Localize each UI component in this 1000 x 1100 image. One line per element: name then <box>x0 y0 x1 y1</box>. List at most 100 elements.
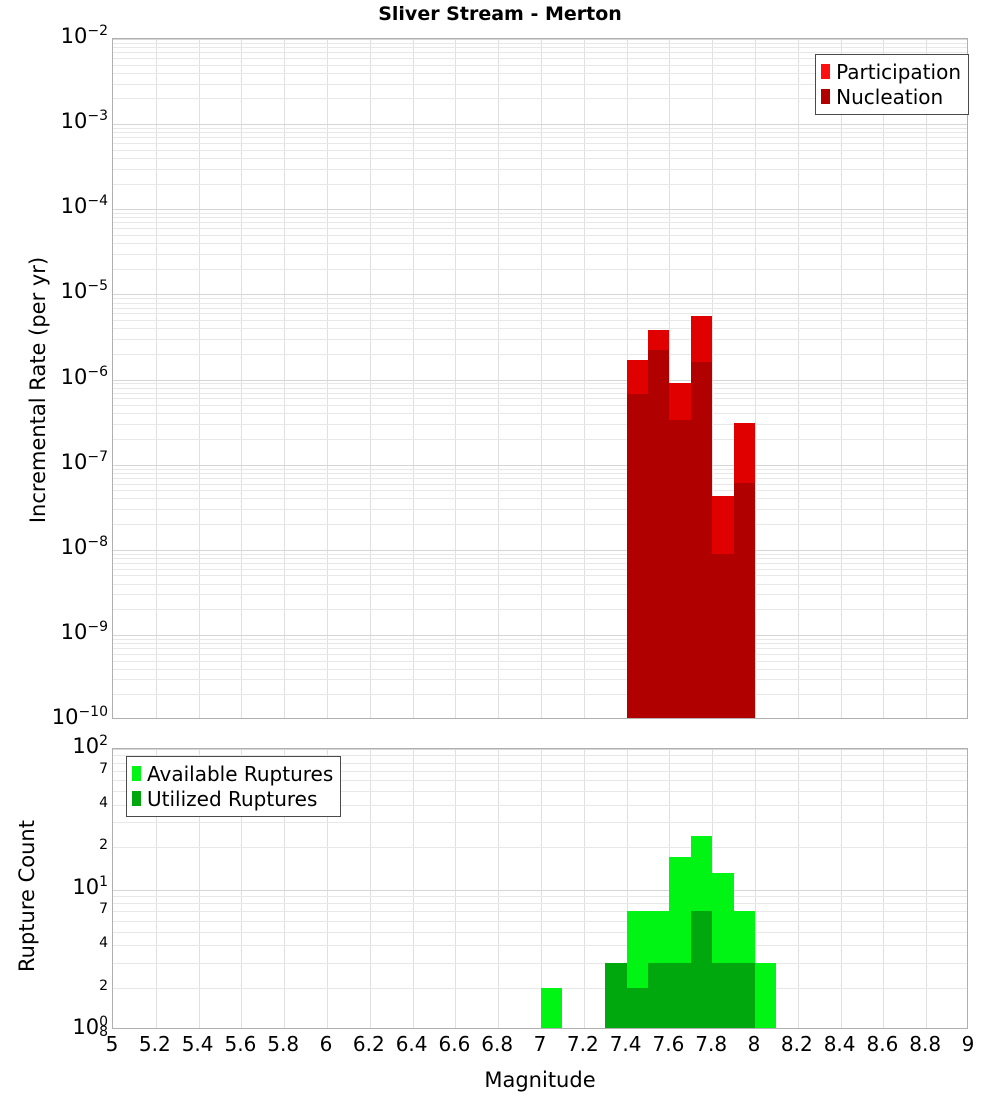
gridline-horizontal <box>113 222 967 224</box>
gridline-horizontal <box>113 132 967 134</box>
bar-nucleation <box>648 350 670 718</box>
grid-bottom <box>113 749 967 1028</box>
gridline-horizontal <box>113 424 967 425</box>
y-tick-label-top: 10−8 <box>60 533 108 559</box>
gridline-horizontal <box>113 483 967 485</box>
gridline-horizontal <box>113 302 967 304</box>
gridline-horizontal <box>113 383 967 385</box>
gridline-horizontal <box>113 143 967 144</box>
gridline-horizontal <box>113 124 967 126</box>
gridline-horizontal <box>113 490 967 492</box>
gridline-vertical <box>583 749 585 1028</box>
gridline-horizontal <box>113 243 967 245</box>
gridline-vertical <box>669 39 671 718</box>
gridline-vertical <box>712 39 714 718</box>
gridline-vertical <box>883 749 885 1028</box>
gridline-vertical <box>755 39 756 718</box>
gridline-horizontal <box>113 562 967 564</box>
x-tick-label: 5.4 <box>181 1032 214 1056</box>
y-tick-label-top: 10−9 <box>60 618 108 644</box>
gridline-horizontal <box>113 468 967 470</box>
gridline-vertical <box>155 749 157 1028</box>
gridline-horizontal <box>113 328 967 330</box>
x-tick-label: 5.6 <box>224 1032 257 1056</box>
gridline-horizontal <box>113 209 967 211</box>
x-tick-label: 7.8 <box>695 1032 728 1056</box>
gridline-horizontal <box>113 557 967 559</box>
gridline-vertical <box>626 749 628 1028</box>
gridline-vertical <box>840 749 842 1028</box>
y-tick-label-top: 10−3 <box>60 108 108 134</box>
y-tick-label-top: 10−6 <box>60 363 108 389</box>
gridline-horizontal <box>113 52 967 54</box>
y-tick-label-top: 10−7 <box>60 448 108 474</box>
gridline-horizontal <box>113 137 967 139</box>
x-tick-label: 7.6 <box>652 1032 685 1056</box>
bar-nucleation <box>669 420 691 718</box>
y-minor-tick-label-bottom: 7 <box>99 901 108 918</box>
gridline-horizontal <box>113 945 967 947</box>
gridline-vertical <box>198 39 200 718</box>
gridline-horizontal <box>113 47 967 49</box>
gridline-vertical <box>583 39 585 718</box>
gridline-horizontal <box>113 962 967 964</box>
gridline-vertical <box>498 749 500 1028</box>
bars-incremental-rate <box>113 39 967 718</box>
y-minor-tick-label-bottom: 2 <box>99 977 108 994</box>
y-axis-title-bottom: Rupture Count <box>15 820 39 972</box>
gridline-horizontal <box>113 668 967 670</box>
gridline-horizontal <box>113 128 967 130</box>
gridline-horizontal <box>113 268 967 270</box>
y-minor-tick-label-bottom: 8 <box>99 1024 108 1040</box>
x-tick-label: 8.6 <box>866 1032 899 1056</box>
gridline-horizontal <box>113 477 967 479</box>
gridline-vertical <box>755 749 756 1028</box>
gridline-horizontal <box>113 568 967 570</box>
bar-nucleation <box>690 362 713 718</box>
gridline-vertical <box>327 39 328 718</box>
gridline-horizontal <box>113 920 967 922</box>
bar-utilized-ruptures <box>648 962 670 1028</box>
gridline-horizontal <box>113 822 967 824</box>
gridline-horizontal <box>113 889 967 891</box>
x-tick-label: 6 <box>319 1032 333 1056</box>
gridline-vertical <box>797 749 799 1028</box>
legend-item-nucleation[interactable]: Nucleation <box>821 84 961 109</box>
page-title: Sliver Stream - Merton <box>378 3 622 25</box>
grid-top <box>113 39 967 718</box>
legend-item-utilized-ruptures[interactable]: Utilized Ruptures <box>132 786 333 811</box>
y-tick-label-bottom: 101 <box>72 873 108 899</box>
legend-item-participation[interactable]: Participation <box>821 59 961 84</box>
bar-utilized-ruptures <box>733 962 755 1028</box>
x-tick-label: 5 <box>105 1032 119 1056</box>
legend-top: Participation Nucleation <box>815 54 969 115</box>
bar-utilized-ruptures <box>669 962 691 1028</box>
x-tick-label: 8 <box>747 1032 761 1056</box>
gridline-horizontal <box>113 353 967 355</box>
legend-swatch-utilized-ruptures <box>132 791 141 806</box>
legend-item-available-ruptures[interactable]: Available Ruptures <box>132 761 333 786</box>
bar-nucleation <box>712 554 734 718</box>
gridline-horizontal <box>113 931 967 933</box>
gridline-vertical <box>455 749 457 1028</box>
y-tick-label-top: 10−2 <box>60 23 108 48</box>
gridline-vertical <box>284 749 286 1028</box>
gridline-horizontal <box>113 413 967 415</box>
gridline-vertical <box>327 749 328 1028</box>
y-tick-label-bottom: 100 <box>72 1014 108 1039</box>
bars-rupture-count <box>113 749 967 1028</box>
gridline-horizontal <box>113 39 967 40</box>
gridline-vertical <box>541 39 542 718</box>
gridline-vertical <box>926 749 928 1028</box>
gridline-horizontal <box>113 804 967 806</box>
gridline-horizontal <box>113 438 967 440</box>
gridline-horizontal <box>113 42 967 44</box>
y-axis-title-top: Incremental Rate (per yr) <box>26 256 50 524</box>
gridline-horizontal <box>113 749 967 750</box>
y-minor-tick-label-bottom: 4 <box>99 794 108 811</box>
gridline-horizontal <box>113 464 967 466</box>
gridline-horizontal <box>113 398 967 400</box>
gridline-horizontal <box>113 498 967 500</box>
legend-label-utilized-ruptures: Utilized Ruptures <box>147 786 318 811</box>
bar-nucleation <box>626 393 648 718</box>
